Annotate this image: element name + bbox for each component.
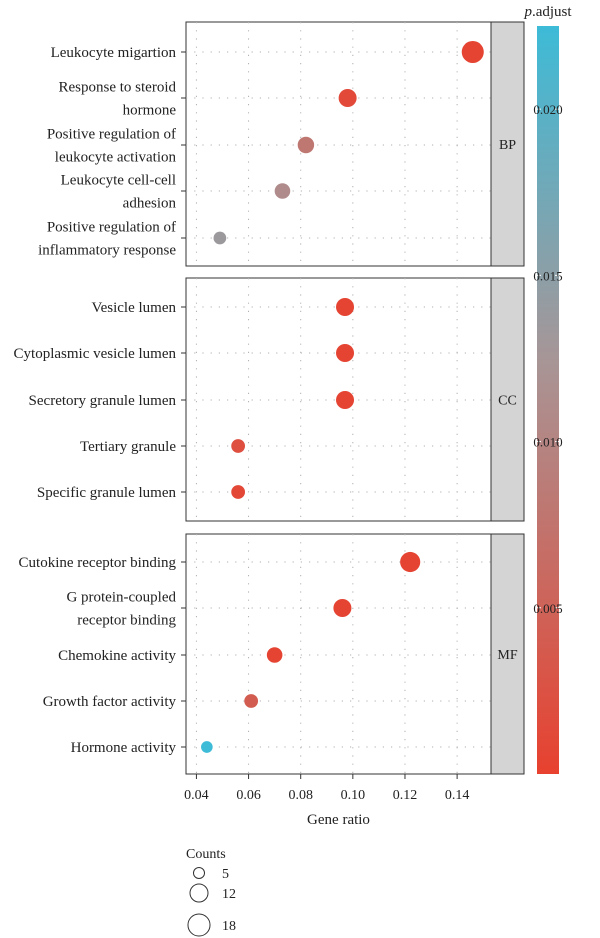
data-point (400, 551, 421, 573)
data-point (336, 390, 355, 410)
color-bar (537, 26, 559, 774)
size-legend-circle (187, 913, 211, 937)
data-point (333, 598, 352, 618)
term-label: Hormone activity (71, 740, 177, 756)
term-label: Cutokine receptor binding (19, 555, 177, 571)
color-legend: p.adjust 0.005 0.010 0.015 0.020 (523, 4, 572, 774)
x-axis: 0.04 0.06 0.08 0.10 0.12 0.14 Gene ratio (184, 774, 469, 828)
facet-strip-label: CC (498, 394, 517, 409)
x-tick-label: 0.12 (393, 788, 418, 803)
facet-strip-label: BP (499, 138, 516, 153)
term-label: Growth factor activity (43, 694, 177, 710)
size-legend-title: Counts (186, 847, 226, 862)
term-label: Leukocyte migartion (51, 45, 177, 61)
x-tick-label: 0.08 (288, 788, 313, 803)
data-point (336, 297, 355, 317)
color-bar-tick-label: 0.020 (533, 102, 562, 117)
x-tick-label: 0.10 (341, 788, 366, 803)
x-tick-label: 0.04 (184, 788, 209, 803)
panel-frame (185, 21, 492, 267)
data-point (461, 40, 484, 64)
term-label: Positive regulation of (47, 127, 176, 143)
facet-panel-cc: CC Vesicle lumen Cytoplasmic vesicle lumen… (14, 277, 525, 522)
facet-strip (490, 277, 525, 522)
color-bar-tick-label: 0.005 (533, 601, 562, 616)
size-legend-label: 12 (222, 887, 236, 902)
size-legend-circle (192, 866, 206, 880)
term-label: Specific granule lumen (37, 485, 177, 501)
term-label: leukocyte activation (55, 150, 177, 166)
data-point (231, 439, 246, 453)
data-point (244, 694, 259, 708)
data-point (213, 231, 227, 245)
color-bar-tick-label: 0.010 (533, 435, 562, 450)
term-label: receptor binding (77, 613, 176, 629)
term-label: inflammatory response (38, 243, 176, 259)
term-label: Tertiary granule (80, 439, 176, 455)
color-legend-title: p.adjust (523, 4, 572, 20)
x-axis-title: Gene ratio (307, 812, 370, 828)
data-point (338, 88, 357, 108)
term-label: adhesion (123, 196, 177, 212)
panel-frame (185, 533, 492, 775)
size-legend-label: 5 (222, 867, 229, 882)
data-point (297, 136, 315, 154)
color-bar-tick-label: 0.015 (533, 268, 562, 283)
facet-strip (490, 533, 525, 775)
facet-panel-mf: MF Cutokine receptor binding G protein-cou… (19, 533, 525, 775)
term-label: Leukocyte cell-cell (61, 173, 176, 189)
size-legend: Counts 5 12 18 (186, 847, 236, 937)
x-tick-label: 0.06 (236, 788, 261, 803)
term-label: Response to steroid (59, 80, 177, 96)
data-point (266, 647, 283, 663)
data-point (201, 741, 213, 753)
term-label: Positive regulation of (47, 220, 176, 236)
term-label: Chemokine activity (58, 648, 176, 664)
term-label: Secretory granule lumen (29, 393, 177, 409)
facet-strip-label: MF (497, 648, 517, 663)
facet-panel-bp: BP Leukocyte migartion Response to steroid… (38, 21, 525, 267)
term-label: Vesicle lumen (91, 300, 176, 316)
facet-strip (490, 21, 525, 267)
x-tick-label: 0.14 (445, 788, 470, 803)
term-label: G protein-coupled (66, 590, 176, 606)
term-label: hormone (123, 103, 177, 119)
data-point (336, 343, 355, 363)
data-point (231, 485, 246, 499)
term-label: Cytoplasmic vesicle lumen (14, 346, 177, 362)
size-legend-label: 18 (222, 919, 236, 934)
panels-layer: BP Leukocyte migartion Response to steroid… (14, 21, 525, 775)
size-legend-circle (189, 883, 209, 903)
data-point (274, 183, 291, 199)
